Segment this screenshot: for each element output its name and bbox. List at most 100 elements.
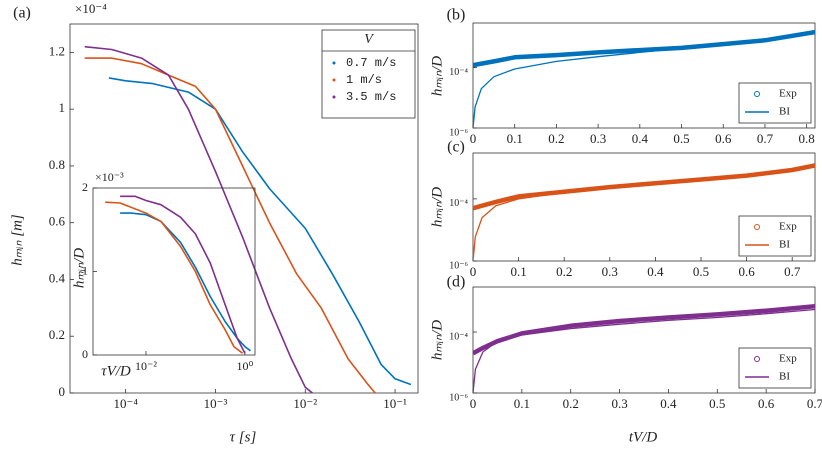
exp-series	[473, 163, 815, 211]
panel: 0 0.1 0.2 0.3 0.4 0.5 0.6 0.7 10⁻⁶ 10⁻⁴ (d) hₘᵢₙ/D t…	[429, 274, 822, 446]
legend-label: BI	[779, 371, 790, 383]
panel: 0 0.1 0.2 0.3 0.4 0.5 0.6 0.7 0.8 10⁻⁶ 10⁻⁴ (b) hₘᵢₙ…	[429, 7, 816, 146]
x-tick-label: 0.4	[647, 264, 664, 279]
x-tick-label: 0.1	[510, 264, 526, 279]
panel: 10⁻⁴ 10⁻³ 10⁻² 10⁻¹ 0 0.2 0.4 0.6 0.8 1 1.2 (a) ×10⁻…	[9, 1, 419, 445]
x-tick-label: 0.2	[563, 396, 579, 411]
x-tick-label: 10⁻¹	[383, 396, 407, 411]
x-tick-label: 0.4	[632, 131, 649, 146]
x-tick-label: 0.6	[758, 396, 775, 411]
legend-title: V	[364, 32, 374, 47]
series-line	[108, 77, 412, 386]
series-line	[120, 212, 251, 352]
x-axis-label: τ [s]	[230, 429, 257, 445]
legend-label: Exp	[779, 353, 797, 365]
x-tick-label: 0.3	[602, 264, 618, 279]
y-exponent: ×10⁻⁴	[75, 1, 107, 16]
legend-label: BI	[779, 106, 790, 118]
legend-marker	[332, 95, 336, 99]
plot-area	[472, 22, 816, 129]
legend-marker	[754, 356, 760, 362]
x-tick-label: 0.1	[507, 131, 523, 146]
series-line	[473, 308, 815, 393]
y-tick-label: 1	[82, 263, 88, 277]
x-tick-label: 0	[470, 396, 477, 411]
series-line	[473, 165, 815, 261]
x-tick-label: 0.5	[693, 264, 709, 279]
panel-label: (a)	[13, 5, 31, 22]
legend-marker	[332, 61, 336, 65]
panel: 0 0.1 0.2 0.3 0.4 0.5 0.6 0.7 10⁻⁶ 10⁻⁴ (c) hₘᵢₙ/D E…	[429, 139, 816, 279]
legend-marker	[754, 91, 760, 97]
y-tick-label: 10⁻⁶	[449, 392, 468, 403]
x-tick-label: 10⁻²	[135, 359, 157, 373]
x-tick-label: 0.2	[548, 131, 564, 146]
y-tick-label: 10⁻⁶	[449, 127, 468, 138]
legend-marker	[754, 224, 760, 230]
legend-box	[738, 82, 812, 124]
y-axis-label: hₘᵢₙ/D	[71, 248, 87, 288]
plot-area	[472, 286, 816, 394]
x-tick-label: 10⁻⁴	[113, 396, 138, 411]
x-tick-label: 0	[470, 131, 477, 146]
series-line	[120, 195, 246, 354]
legend-label: Exp	[779, 221, 797, 233]
x-tick-label: 10⁻³	[204, 396, 228, 411]
legend-label: Exp	[779, 88, 797, 100]
x-tick-label: 10⁰	[236, 359, 253, 373]
x-tick-label: 0.1	[514, 396, 530, 411]
series-line	[84, 57, 376, 393]
y-axis-label: hₘᵢₙ/D	[429, 320, 445, 360]
panel-label: (d)	[447, 274, 466, 291]
y-exponent: ×10⁻³	[95, 170, 124, 184]
legend-label: 0.7 m/s	[346, 56, 396, 70]
legend-marker	[332, 78, 336, 82]
y-tick-label: 1.2	[49, 43, 65, 58]
y-tick-label: 10⁻⁴	[449, 331, 468, 342]
x-tick-label: 0.3	[590, 131, 606, 146]
series-line	[105, 201, 244, 354]
legend-label: 1 m/s	[346, 73, 382, 87]
plot-area	[69, 23, 419, 394]
x-tick-label: 0.5	[673, 131, 689, 146]
legend-label: BI	[779, 239, 790, 251]
panel-label: (b)	[447, 7, 466, 24]
y-tick-label: 10⁻⁴	[449, 67, 468, 78]
y-tick-label: 0.4	[49, 270, 66, 285]
x-tick-label: 0.6	[715, 131, 732, 146]
exp-series	[473, 29, 815, 68]
x-tick-label: 0.3	[611, 396, 627, 411]
y-axis-label: hₘᵢₙ [m]	[9, 214, 25, 266]
x-tick-label: 0.8	[799, 131, 815, 146]
series-line	[473, 32, 815, 128]
x-tick-label: 0.6	[738, 264, 755, 279]
x-tick-label: 0.5	[709, 396, 725, 411]
panel: 10⁻² 10⁰ 0 1 2 ×10⁻³ hₘᵢₙ/D τV/D	[71, 170, 256, 379]
y-tick-label: 2	[82, 180, 88, 194]
series-line	[84, 45, 313, 393]
y-tick-label: 0.8	[49, 157, 65, 172]
y-tick-label: 0.6	[49, 214, 66, 229]
x-tick-label: 0.7	[757, 131, 774, 146]
legend-label: 3.5 m/s	[346, 90, 396, 104]
x-tick-label: 0.7	[784, 264, 801, 279]
x-tick-label: 0.2	[556, 264, 572, 279]
y-tick-label: 10⁻⁴	[449, 198, 468, 209]
y-tick-label: 0	[59, 384, 66, 399]
x-tick-label: 0	[470, 264, 477, 279]
x-tick-label: 10⁻²	[293, 396, 317, 411]
x-axis-label: τV/D	[101, 363, 131, 379]
x-tick-label: 0.4	[660, 396, 677, 411]
y-tick-label: 0.2	[49, 327, 65, 342]
y-axis-label: hₘᵢₙ/D	[429, 187, 445, 227]
x-tick-label: 0.7	[807, 396, 822, 411]
y-tick-label: 0	[82, 347, 88, 361]
y-tick-label: 10⁻⁶	[449, 260, 468, 271]
legend-box	[738, 215, 812, 257]
y-axis-label: hₘᵢₙ/D	[429, 56, 445, 96]
y-tick-label: 1	[59, 100, 66, 115]
legend-box	[321, 29, 416, 119]
x-axis-label: tV/D	[629, 429, 657, 445]
exp-series	[473, 304, 815, 356]
